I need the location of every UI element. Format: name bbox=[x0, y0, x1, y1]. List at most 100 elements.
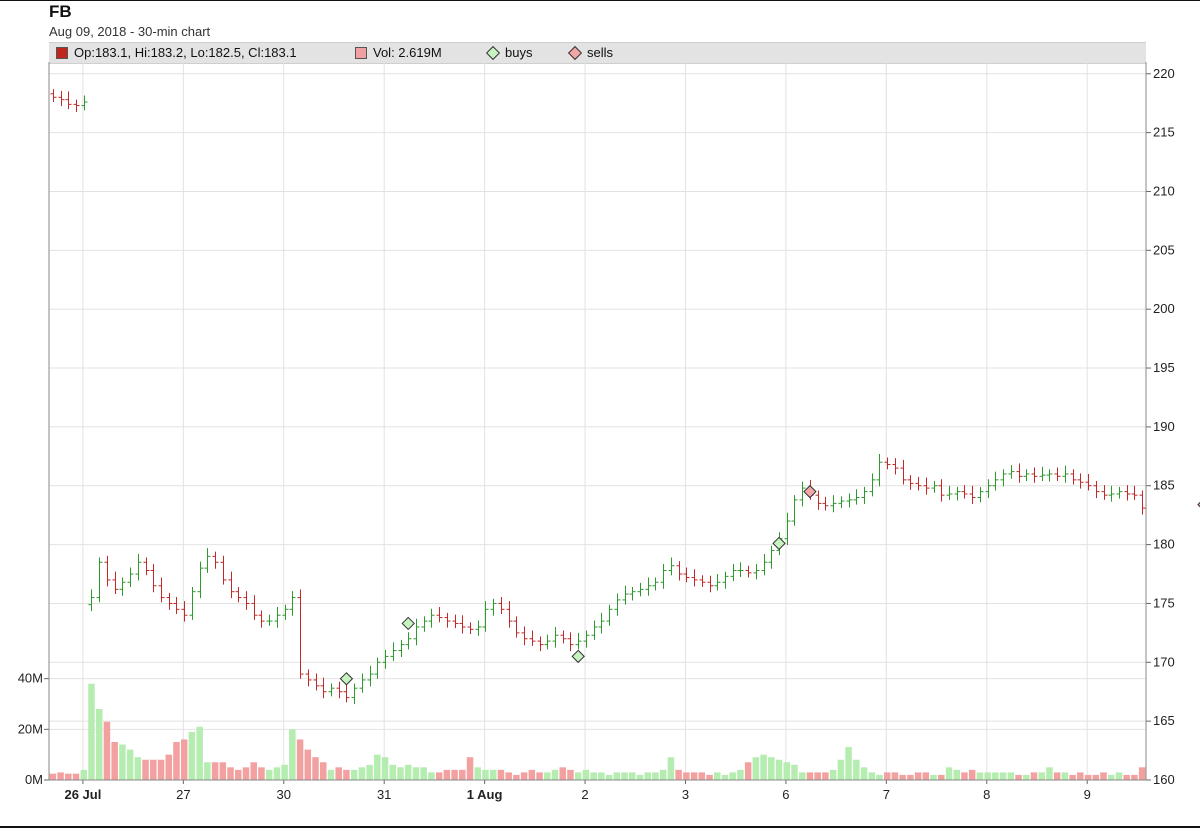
ohlc-bar bbox=[467, 622, 474, 635]
volume-bar bbox=[258, 767, 265, 780]
volume-bar bbox=[119, 744, 126, 780]
volume-bar bbox=[497, 769, 505, 780]
volume-bar bbox=[157, 759, 165, 780]
ohlc-bar bbox=[336, 681, 343, 699]
legend-volume-label: Vol: 2.619M bbox=[373, 45, 442, 60]
legend-bar: Op:183.1, Hi:183.2, Lo:182.5, Cl:183.1 V… bbox=[49, 42, 1146, 64]
ohlc-bar bbox=[730, 564, 737, 582]
volume-bar bbox=[806, 772, 814, 780]
ohlc-bar bbox=[691, 569, 698, 587]
ohlc-bar bbox=[830, 495, 837, 513]
volume-bar bbox=[605, 774, 613, 780]
volume-bar bbox=[1077, 772, 1084, 780]
ohlc-bar bbox=[127, 567, 134, 587]
ohlc-bar bbox=[884, 457, 891, 470]
ohlc-bar bbox=[1116, 486, 1123, 499]
ohlc-bar bbox=[1054, 467, 1061, 482]
ohlc-bar bbox=[676, 561, 683, 581]
ohlc-bar bbox=[73, 99, 80, 113]
volume-bar bbox=[1038, 772, 1045, 780]
legend-sells: sells bbox=[567, 45, 613, 60]
ohlc-bar bbox=[135, 554, 142, 581]
ohlc-bar bbox=[645, 577, 652, 596]
ohlc-bar bbox=[961, 485, 968, 499]
volume-bar bbox=[482, 769, 489, 780]
volume-bar bbox=[466, 757, 474, 780]
ohlc-bar bbox=[143, 557, 150, 576]
ohlc-bar bbox=[1124, 485, 1131, 501]
volume-bar bbox=[273, 767, 281, 780]
volume-bar bbox=[760, 754, 767, 780]
volume-bar bbox=[574, 772, 582, 780]
volume-bar bbox=[343, 769, 350, 780]
volume-bar bbox=[304, 749, 312, 780]
buy-signal-marker bbox=[571, 649, 585, 664]
ohlc-bar bbox=[683, 567, 690, 583]
ohlc-bar bbox=[1031, 467, 1038, 483]
price-tick-label: 190 bbox=[1153, 419, 1175, 434]
ohlc-bar bbox=[343, 683, 350, 703]
volume-bar bbox=[374, 754, 381, 780]
volume-bar bbox=[783, 762, 791, 780]
ohlc-bar bbox=[969, 485, 976, 504]
ohlc-bar bbox=[846, 493, 853, 508]
volume-bar bbox=[1100, 772, 1107, 780]
ohlc-bar bbox=[498, 596, 505, 615]
volume-bar bbox=[196, 726, 203, 780]
ohlc-bar bbox=[722, 571, 729, 589]
ohlc-bar bbox=[737, 562, 744, 577]
volume-bar bbox=[698, 772, 706, 780]
ohlc-bar bbox=[992, 471, 999, 491]
ohlc-bar bbox=[892, 458, 899, 475]
legend-volume: Vol: 2.619M bbox=[355, 45, 442, 60]
ohlc-bar bbox=[189, 586, 196, 620]
ohlc-bar bbox=[838, 496, 845, 509]
sell-signal-marker bbox=[803, 484, 817, 499]
ohlc-bar bbox=[297, 589, 304, 679]
volume-bar bbox=[729, 772, 736, 780]
ohlc-bar bbox=[575, 632, 582, 650]
date-tick-label: 26 Jul bbox=[64, 787, 101, 802]
volume-bar bbox=[992, 772, 999, 780]
volume-bar bbox=[111, 742, 118, 780]
ohlc-bar bbox=[81, 95, 88, 111]
volume-tick-label: 40M bbox=[18, 671, 43, 686]
volume-bar bbox=[984, 772, 991, 780]
ohlc-bar bbox=[1039, 466, 1046, 482]
ohlc-bar bbox=[1108, 485, 1115, 502]
ohlc-bar bbox=[799, 481, 806, 507]
volume-bar bbox=[435, 772, 443, 780]
volume-bar bbox=[907, 774, 914, 780]
volume-tick-label: 20M bbox=[18, 721, 43, 736]
volume-bar bbox=[95, 709, 103, 780]
volume-bar bbox=[822, 772, 829, 780]
volume-bar bbox=[814, 772, 821, 780]
date-tick-label: 6 bbox=[782, 787, 789, 802]
volume-bar bbox=[528, 769, 536, 780]
volume-bar bbox=[389, 764, 397, 780]
volume-bar bbox=[829, 769, 837, 780]
volume-bar bbox=[49, 773, 57, 780]
ohlc-bar bbox=[1046, 469, 1053, 482]
volume-bar bbox=[219, 762, 227, 780]
volume-bar bbox=[675, 769, 682, 780]
volume-bar bbox=[1131, 774, 1138, 780]
price-tick-label: 180 bbox=[1153, 537, 1175, 552]
price-tick-label: 220 bbox=[1153, 66, 1175, 81]
volume-bar bbox=[713, 772, 721, 780]
ohlc-swatch-icon bbox=[56, 46, 68, 59]
ohlc-bar bbox=[761, 554, 768, 576]
volume-bar bbox=[88, 683, 95, 780]
ohlc-bar bbox=[158, 577, 165, 603]
volume-bar bbox=[235, 769, 242, 780]
date-tick-label: 8 bbox=[983, 787, 990, 802]
volume-bar bbox=[652, 772, 659, 780]
ohlc-bar bbox=[1023, 469, 1030, 482]
volume-bar bbox=[914, 772, 922, 780]
volume-tick-label: 0M bbox=[25, 772, 43, 787]
ohlc-bar bbox=[668, 557, 675, 576]
volume-bar bbox=[690, 772, 698, 780]
volume-bar bbox=[582, 769, 590, 780]
volume-bar bbox=[629, 772, 636, 780]
volume-bar bbox=[335, 767, 342, 780]
